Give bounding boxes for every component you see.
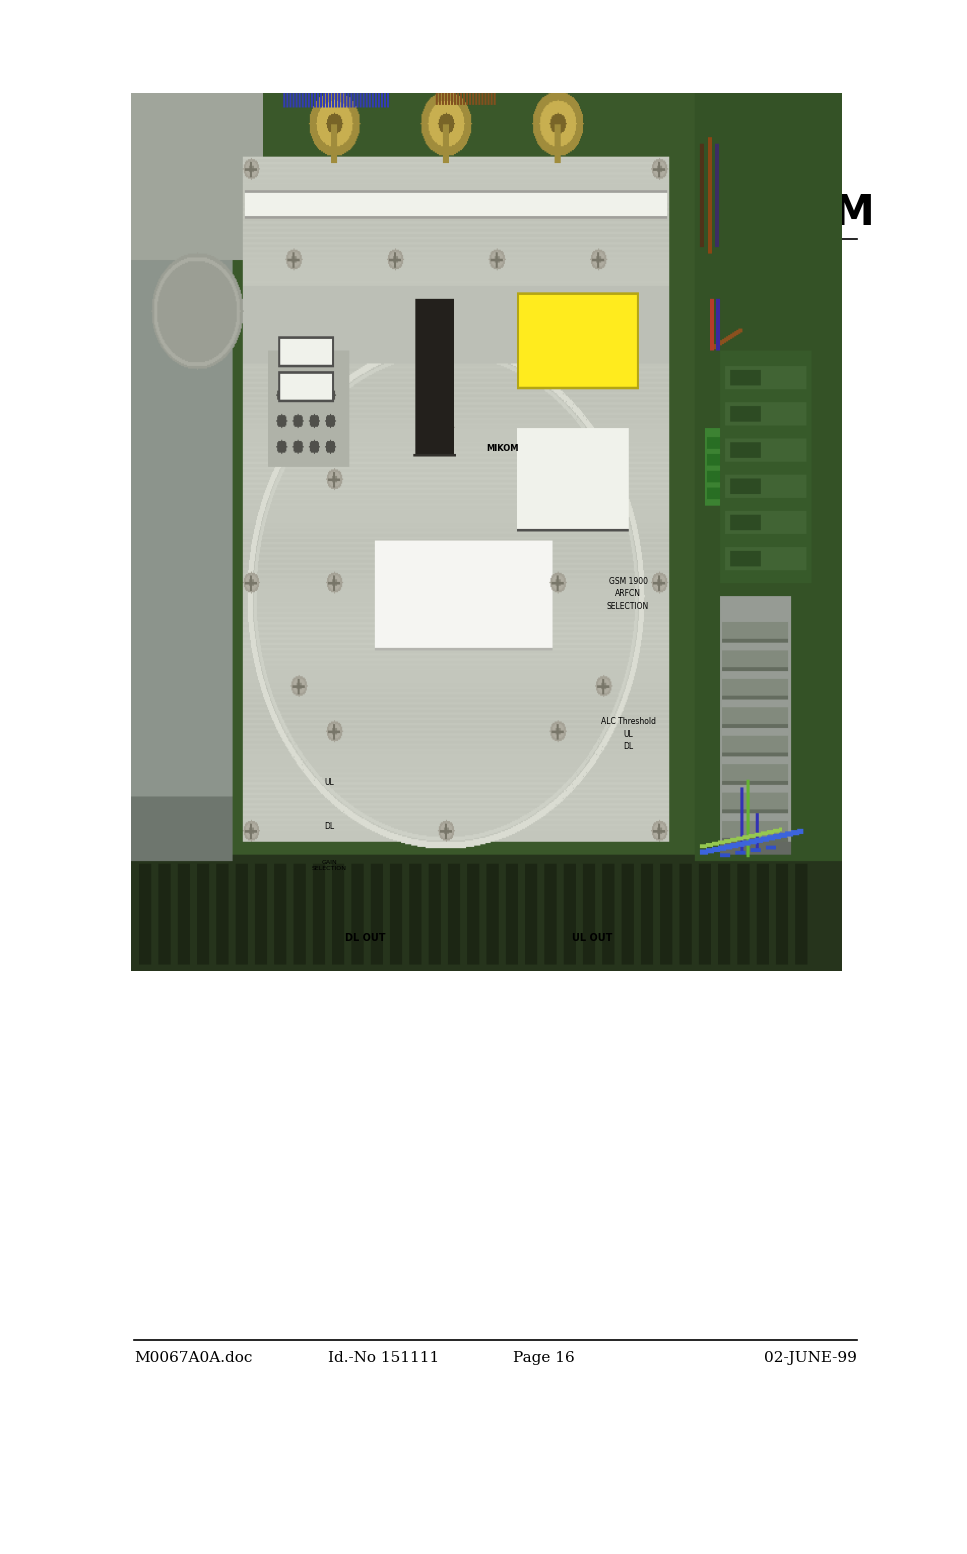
Text: MIK‹›OM: MIK‹›OM xyxy=(674,193,875,235)
Text: MIKOM: MIKOM xyxy=(485,444,518,454)
FancyBboxPatch shape xyxy=(634,191,690,238)
Text: DL: DL xyxy=(325,822,335,831)
Text: ALLEN
TELECOM: ALLEN TELECOM xyxy=(643,208,682,221)
Text: M0067A0A.doc: M0067A0A.doc xyxy=(134,1350,252,1364)
Text: ALC Threshold
UL
DL: ALC Threshold UL DL xyxy=(601,718,656,751)
Text: UL: UL xyxy=(325,779,335,786)
Text: GAIN
SELECTION: GAIN SELECTION xyxy=(312,861,347,872)
Text: Page 16: Page 16 xyxy=(513,1350,575,1364)
Text: Id.-No 151111: Id.-No 151111 xyxy=(328,1350,439,1364)
Text: DL OUT: DL OUT xyxy=(345,932,385,943)
Text: GSM 1900
ARFCN
SELECTION: GSM 1900 ARFCN SELECTION xyxy=(607,577,649,611)
Text: 02-JUNE-99: 02-JUNE-99 xyxy=(764,1350,857,1364)
Text: figure 2-2 Top view of an RF module: figure 2-2 Top view of an RF module xyxy=(330,940,661,957)
Text: User’s manual for Repeater MR801B Power: User’s manual for Repeater MR801B Power xyxy=(134,218,536,236)
Text: UL OUT: UL OUT xyxy=(572,932,613,943)
